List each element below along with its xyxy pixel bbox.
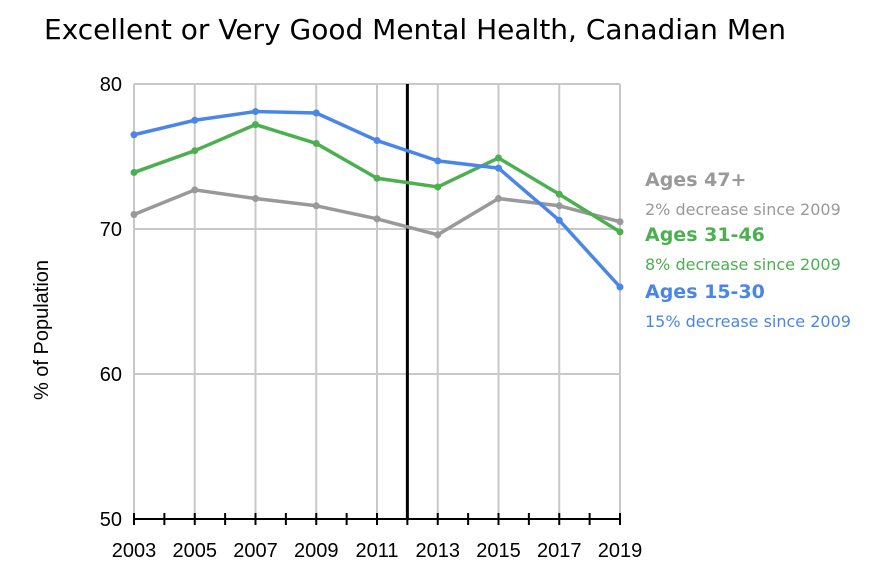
data-point-ages31 xyxy=(616,228,624,236)
data-point-ages31 xyxy=(555,190,563,198)
data-point-ages15 xyxy=(373,137,381,145)
x-tick-label: 2009 xyxy=(294,540,339,562)
x-tick-label: 2003 xyxy=(112,540,157,562)
data-point-ages15 xyxy=(130,131,138,139)
data-point-ages15 xyxy=(434,157,442,165)
data-point-ages31 xyxy=(373,174,381,182)
data-point-ages47 xyxy=(555,202,563,210)
legend-note-ages31: 8% decrease since 2009 xyxy=(645,255,841,274)
data-point-ages47 xyxy=(373,215,381,223)
data-point-ages15 xyxy=(312,109,320,117)
data-point-ages15 xyxy=(555,216,563,224)
y-tick-label: 60 xyxy=(100,364,122,386)
series-ages31 xyxy=(130,121,624,236)
y-axis-label: % of Population xyxy=(31,260,53,400)
data-point-ages47 xyxy=(191,186,199,194)
data-point-ages31 xyxy=(434,183,442,191)
data-point-ages47 xyxy=(495,195,502,203)
data-point-ages15 xyxy=(191,116,199,124)
data-point-ages47 xyxy=(616,218,624,226)
x-tick-label: 2013 xyxy=(416,540,461,562)
data-point-ages31 xyxy=(191,147,199,155)
data-point-ages15 xyxy=(616,283,624,291)
series-ages15 xyxy=(130,108,624,291)
y-tick-label: 50 xyxy=(100,509,122,531)
data-point-ages31 xyxy=(130,168,138,176)
legend: Ages 47+ 2% decrease since 2009 Ages 31-46… xyxy=(645,169,851,331)
gridlines xyxy=(133,83,621,519)
x-tick-label: 2019 xyxy=(598,540,643,562)
data-point-ages47 xyxy=(312,202,320,210)
legend-name-ages31: Ages 31-46 xyxy=(645,224,765,246)
x-tick-label: 2011 xyxy=(355,540,398,562)
data-point-ages47 xyxy=(434,231,442,239)
axes: 2003 2005 2007 2009 2011 2013 2015 2017 2019 50 60… xyxy=(100,74,643,562)
y-tick-label: 80 xyxy=(100,74,122,96)
x-tick-label: 2015 xyxy=(476,540,521,562)
x-tick-label: 2017 xyxy=(537,540,582,562)
data-point-ages15 xyxy=(252,108,259,116)
x-tick-label: 2005 xyxy=(173,540,218,562)
legend-name-ages15: Ages 15-30 xyxy=(645,281,765,303)
data-point-ages31 xyxy=(495,154,502,162)
legend-name-ages47: Ages 47+ xyxy=(645,169,746,191)
y-tick-label: 70 xyxy=(100,219,122,241)
data-point-ages47 xyxy=(252,195,259,203)
data-point-ages47 xyxy=(130,211,138,218)
data-point-ages15 xyxy=(495,164,502,172)
legend-note-ages15: 15% decrease since 2009 xyxy=(645,312,851,331)
chart-title: Excellent or Very Good Mental Health, Ca… xyxy=(44,13,786,46)
x-tick-label: 2007 xyxy=(233,540,278,562)
legend-note-ages47: 2% decrease since 2009 xyxy=(645,200,841,219)
data-point-ages31 xyxy=(312,139,320,147)
data-point-ages31 xyxy=(252,121,259,129)
series-group xyxy=(130,108,624,291)
